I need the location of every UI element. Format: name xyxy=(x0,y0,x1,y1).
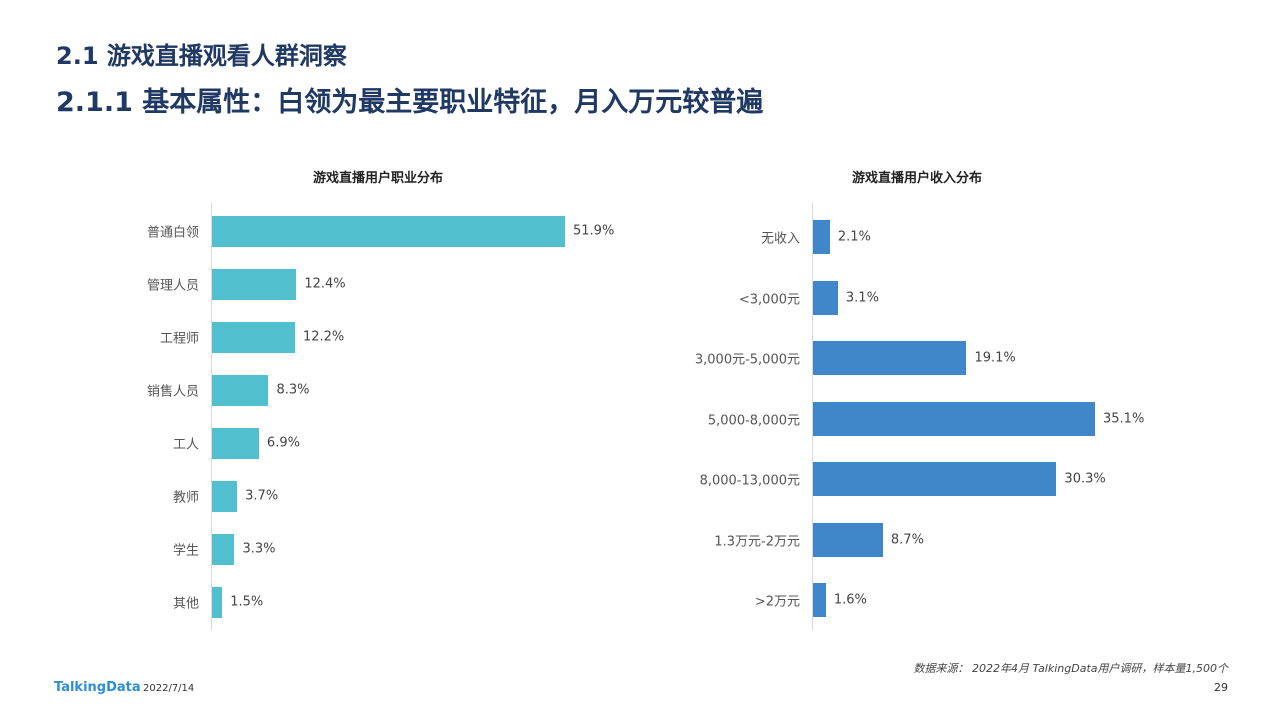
value-label: 8.3% xyxy=(276,382,310,398)
bar xyxy=(813,341,967,375)
page-number: 29 xyxy=(1214,681,1228,694)
category-label: 工人 xyxy=(172,437,199,453)
category-label: 普通白领 xyxy=(146,225,199,241)
category-label: 1.3万元-2万元 xyxy=(714,534,800,549)
value-label: 12.4% xyxy=(304,276,346,292)
category-label: 3,000元-5,000元 xyxy=(694,352,800,368)
bar xyxy=(813,583,826,617)
bar xyxy=(212,321,295,353)
value-label: 19.1% xyxy=(974,350,1016,366)
category-label: 学生 xyxy=(172,543,199,559)
brand-logo: TalkingData xyxy=(54,680,141,695)
category-axis-line xyxy=(211,203,212,630)
bar xyxy=(813,280,838,315)
category-label: 销售人员 xyxy=(146,384,199,400)
category-label: 5,000-8,000元 xyxy=(707,413,800,428)
value-label: 1.6% xyxy=(833,592,867,608)
category-label: 管理人员 xyxy=(146,278,199,294)
value-label: 3.3% xyxy=(242,541,276,557)
value-label: 1.5% xyxy=(230,594,264,610)
category-label: 8,000-13,000元 xyxy=(699,473,800,489)
page-heading-main: 2.1 游戏直播观看人群洞察 xyxy=(56,42,347,70)
category-axis-line xyxy=(812,203,813,630)
value-label: 8.7% xyxy=(890,532,924,547)
category-label: 其他 xyxy=(172,596,199,612)
bar xyxy=(212,480,238,512)
bar xyxy=(813,220,830,254)
bar xyxy=(212,215,565,247)
bar xyxy=(813,462,1057,496)
bar xyxy=(212,374,269,406)
value-label: 3.7% xyxy=(245,488,279,504)
category-label: 工程师 xyxy=(159,331,199,347)
category-label: >2万元 xyxy=(754,594,800,610)
value-label: 12.2% xyxy=(302,329,345,345)
value-label: 30.3% xyxy=(1064,471,1106,487)
footer-date: 2022/7/14 xyxy=(143,683,195,694)
bar xyxy=(813,401,1095,436)
value-label: 35.1% xyxy=(1103,411,1145,426)
source-note: 数据来源： 2022年4月 TalkingData用户调研，样本量1,500个 xyxy=(913,662,1228,675)
value-label: 2.1% xyxy=(837,229,871,245)
bar xyxy=(212,586,223,618)
category-label: <3,000元 xyxy=(738,292,800,307)
chart-title: 游戏直播用户职业分布 xyxy=(312,171,444,186)
category-label: 教师 xyxy=(172,490,199,506)
bar xyxy=(212,427,259,459)
value-label: 51.9% xyxy=(573,223,615,239)
chart-title: 游戏直播用户收入分布 xyxy=(851,171,983,186)
value-label: 3.1% xyxy=(845,290,879,305)
page-heading-sub: 2.1.1 基本属性：白领为最主要职业特征，月入万元较普遍 xyxy=(56,87,764,118)
bar xyxy=(212,533,235,565)
category-label: 无收入 xyxy=(760,231,800,247)
bar xyxy=(813,522,883,557)
bar xyxy=(212,268,297,300)
value-label: 6.9% xyxy=(266,435,300,451)
